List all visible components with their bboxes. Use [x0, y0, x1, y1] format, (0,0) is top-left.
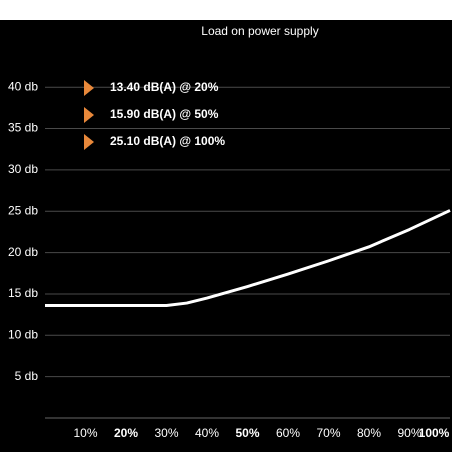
y-tick-label: 40 db	[8, 79, 38, 93]
annotation: 13.40 dB(A) @ 20%	[110, 80, 219, 94]
annotation-marker	[84, 80, 94, 96]
x-tick-label: 90%	[397, 426, 421, 440]
y-tick-label: 35 db	[8, 121, 38, 135]
annotation-marker	[84, 107, 94, 123]
x-tick-label: 10%	[73, 426, 97, 440]
chart-title: Load on power supply	[201, 24, 318, 38]
y-tick-label: 10 db	[8, 327, 38, 341]
x-tick-label: 20%	[114, 426, 138, 440]
chart-background	[0, 20, 452, 452]
x-tick-label: 50%	[235, 426, 259, 440]
x-tick-label: 60%	[276, 426, 300, 440]
x-tick-label: 40%	[195, 426, 219, 440]
annotation: 25.10 dB(A) @ 100%	[110, 134, 225, 148]
x-tick-label: 80%	[357, 426, 381, 440]
x-tick-label: 100%	[419, 426, 450, 440]
y-tick-label: 15 db	[8, 286, 38, 300]
y-tick-label: 25 db	[8, 203, 38, 217]
y-tick-label: 30 db	[8, 162, 38, 176]
y-tick-label: 20 db	[8, 245, 38, 259]
annotation-marker	[84, 134, 94, 150]
x-tick-label: 30%	[154, 426, 178, 440]
x-tick-label: 70%	[316, 426, 340, 440]
annotation: 15.90 dB(A) @ 50%	[110, 107, 219, 121]
y-tick-label: 5 db	[15, 369, 39, 383]
line	[45, 209, 451, 308]
